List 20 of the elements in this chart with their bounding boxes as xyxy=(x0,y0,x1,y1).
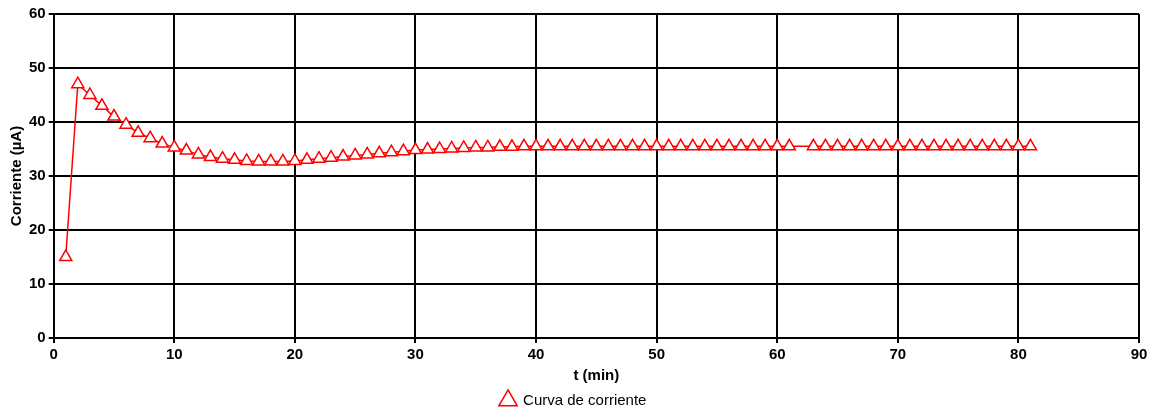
x-tick-label: 90 xyxy=(1130,345,1148,363)
y-tick-label: 50 xyxy=(29,58,46,76)
x-tick-label: 0 xyxy=(49,345,58,363)
x-tick-label: 40 xyxy=(527,345,545,363)
x-tick-label: 10 xyxy=(165,345,183,363)
x-tick-label: 50 xyxy=(648,345,665,363)
y-tick-label: 10 xyxy=(29,274,46,292)
x-axis-title: t (min) xyxy=(573,366,620,384)
y-tick-label: 30 xyxy=(29,166,46,184)
y-tick-label: 40 xyxy=(29,112,46,130)
x-tick-label: 30 xyxy=(407,345,424,363)
legend-label: Curva de corriente xyxy=(523,390,647,408)
x-tick-label: 70 xyxy=(889,345,907,363)
y-tick-label: 0 xyxy=(37,328,46,346)
y-axis-title: Corriente (µA) xyxy=(7,125,25,227)
y-tick-label: 60 xyxy=(29,4,46,22)
x-tick-label: 60 xyxy=(768,345,786,363)
x-tick-label: 80 xyxy=(1010,345,1027,363)
y-tick-label: 20 xyxy=(29,220,46,238)
x-tick-label: 20 xyxy=(286,345,304,363)
